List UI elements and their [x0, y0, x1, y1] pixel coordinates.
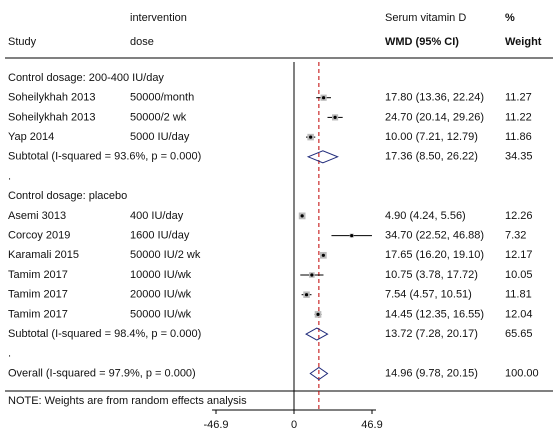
- row-label: Corcoy 2019: [8, 230, 70, 242]
- dose: 20000 IU/wk: [130, 289, 192, 301]
- weight-label: 11.22: [505, 111, 532, 123]
- row-label: Overall (I-squared = 97.9%, p = 0.000): [8, 367, 196, 379]
- point-estimate: [350, 234, 354, 238]
- x-tick-label: 46.9: [361, 419, 382, 431]
- point-estimate: [333, 115, 337, 119]
- header: %: [505, 12, 515, 24]
- effect-label: 24.70 (20.14, 29.26): [385, 111, 484, 123]
- weight-label: 10.05: [505, 269, 533, 281]
- effect-label: 14.45 (12.35, 16.55): [385, 308, 484, 320]
- dose: 50000/month: [130, 92, 194, 104]
- row-label: Soheilykhah 2013: [8, 92, 95, 104]
- weight-label: 100.00: [505, 367, 539, 379]
- x-tick-label: -46.9: [203, 419, 228, 431]
- dose: 400 IU/day: [130, 210, 184, 222]
- row-label: Soheilykhah 2013: [8, 111, 95, 123]
- weight-label: 34.35: [505, 151, 533, 163]
- weight-label: 11.81: [505, 289, 532, 301]
- weight-label: 11.86: [505, 131, 532, 143]
- dose: 50000/2 wk: [130, 111, 187, 123]
- row-label: Karamali 2015: [8, 249, 79, 261]
- effect-label: 10.00 (7.21, 12.79): [385, 131, 478, 143]
- point-estimate: [300, 214, 304, 218]
- effect-label: 13.72 (7.28, 20.17): [385, 328, 478, 340]
- point-estimate: [309, 135, 313, 139]
- effect-label: 14.96 (9.78, 20.15): [385, 367, 478, 379]
- point-estimate: [322, 96, 326, 100]
- weight-label: 7.32: [505, 230, 526, 242]
- effect-label: 17.80 (13.36, 22.24): [385, 92, 484, 104]
- dose: 50000 IU/2 wk: [130, 249, 201, 261]
- row-label: Tamim 2017: [8, 289, 68, 301]
- dose: 50000 IU/wk: [130, 308, 192, 320]
- header: WMD (95% CI): [385, 36, 459, 48]
- weight-label: 65.65: [505, 328, 533, 340]
- weight-label: 12.26: [505, 210, 533, 222]
- effect-label: 17.36 (8.50, 26.22): [385, 151, 478, 163]
- header: Serum vitamin D: [385, 12, 466, 24]
- row-label: Control dosage: placebo: [8, 190, 127, 202]
- row-label: Tamim 2017: [8, 308, 68, 320]
- effect-label: 34.70 (22.52, 46.88): [385, 230, 484, 242]
- note: NOTE: Weights are from random effects an…: [8, 395, 247, 407]
- row-label: Yap 2014: [8, 131, 54, 143]
- point-estimate: [316, 312, 320, 316]
- point-estimate: [321, 253, 325, 257]
- header: dose: [130, 36, 154, 48]
- header: intervention: [130, 12, 187, 24]
- diamond: [309, 366, 329, 381]
- row-label: Asemi 3013: [8, 210, 66, 222]
- header: Study: [8, 36, 37, 48]
- diamond: [306, 150, 339, 164]
- row-label: Tamim 2017: [8, 269, 68, 281]
- dose: 10000 IU/wk: [130, 269, 192, 281]
- weight-label: 12.04: [505, 308, 533, 320]
- header: Weight: [505, 36, 542, 48]
- row-label: .: [8, 170, 11, 182]
- point-estimate: [310, 273, 314, 277]
- dose: 1600 IU/day: [130, 230, 190, 242]
- dose: 5000 IU/day: [130, 131, 190, 143]
- row-label: Subtotal (I-squared = 93.6%, p = 0.000): [8, 151, 201, 163]
- row-label: Control dosage: 200-400 IU/day: [8, 72, 164, 84]
- effect-label: 4.90 (4.24, 5.56): [385, 210, 466, 222]
- x-tick-label: 0: [291, 419, 297, 431]
- row-label: .: [8, 348, 11, 360]
- effect-label: 7.54 (4.57, 10.51): [385, 289, 472, 301]
- effect-label: 17.65 (16.20, 19.10): [385, 249, 484, 261]
- weight-label: 12.17: [505, 249, 533, 261]
- weight-label: 11.27: [505, 92, 532, 104]
- row-label: Subtotal (I-squared = 98.4%, p = 0.000): [8, 328, 201, 340]
- effect-label: 10.75 (3.78, 17.72): [385, 269, 478, 281]
- point-estimate: [304, 293, 309, 297]
- diamond: [305, 327, 329, 341]
